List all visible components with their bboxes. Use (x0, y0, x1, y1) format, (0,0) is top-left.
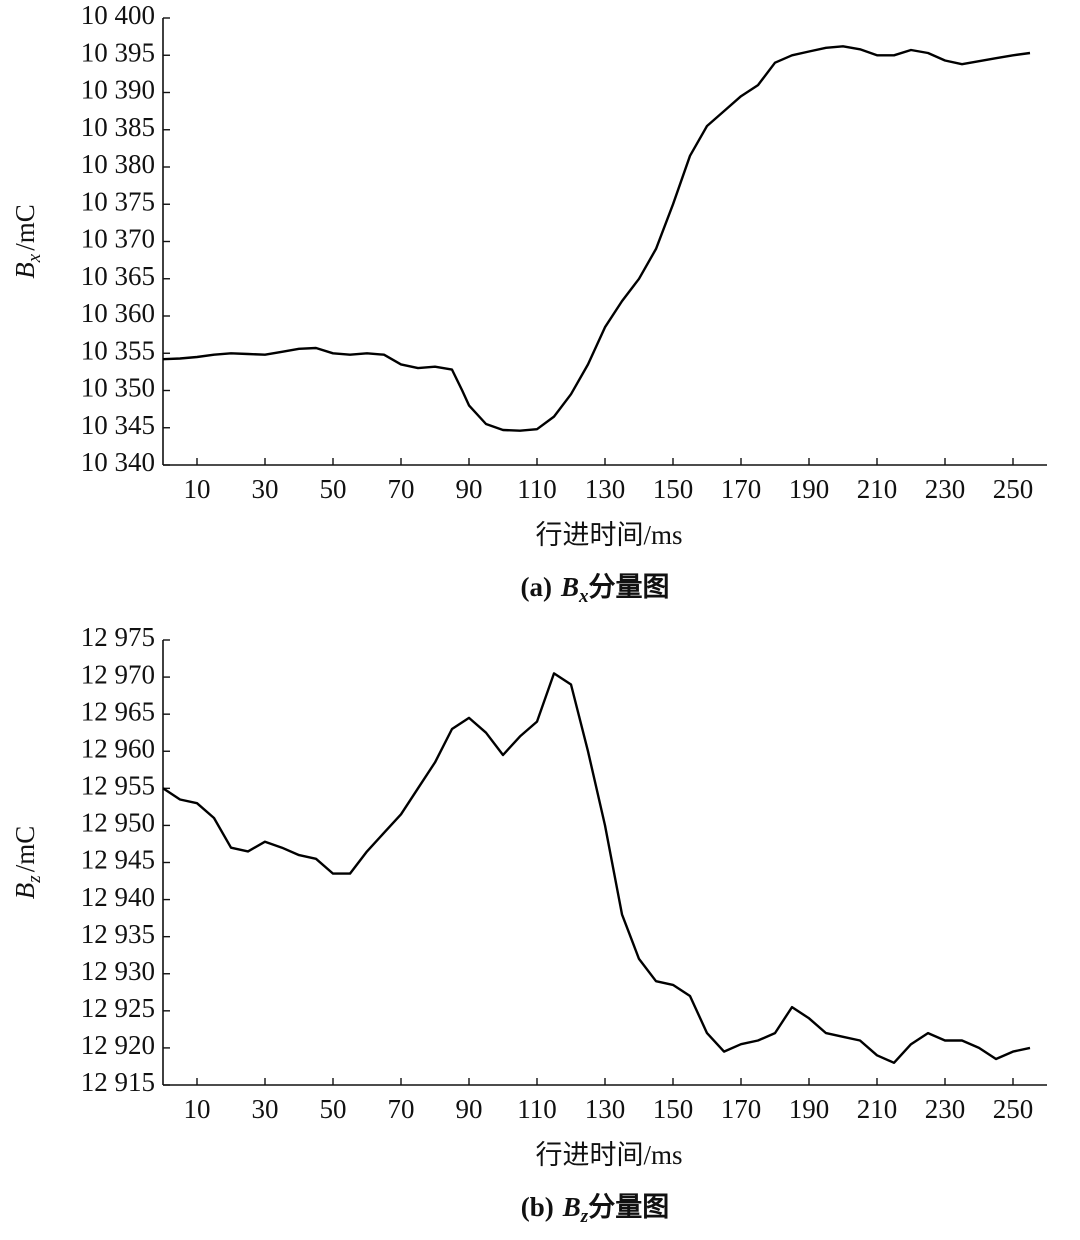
x-tick-label: 250 (993, 1094, 1034, 1124)
x-tick-label: 30 (252, 1094, 279, 1124)
y-tick-label: 12 915 (81, 1067, 155, 1097)
y-tick-label: 10 375 (81, 186, 155, 216)
y-tick-label: 10 365 (81, 261, 155, 291)
x-tick-label: 50 (320, 474, 347, 504)
x-tick-label: 90 (456, 1094, 483, 1124)
y-tick-label: 12 960 (81, 733, 155, 763)
y-label-symbol: B (10, 262, 40, 279)
y-tick-label: 10 385 (81, 112, 155, 142)
caption-text: 分量图 (589, 572, 670, 602)
y-tick-label: 10 395 (81, 37, 155, 67)
data-line (162, 45, 1031, 432)
y-tick-label: 12 940 (81, 882, 155, 912)
caption: (a) Bx分量图 (521, 572, 670, 607)
x-axis-label: 行进时间/ms (535, 1140, 682, 1170)
caption-tag: (b) (521, 1192, 554, 1222)
y-label-unit: /mC (10, 826, 40, 873)
y-tick-label: 10 355 (81, 335, 155, 365)
y-axis-label: Bz/mC (10, 826, 45, 899)
y-label-subscript: x (24, 253, 45, 263)
x-tick-label: 10 (184, 1094, 211, 1124)
x-tick-label: 150 (653, 1094, 694, 1124)
y-tick-label: 12 955 (81, 771, 155, 801)
y-tick-label: 12 945 (81, 845, 155, 875)
y-tick-label: 12 925 (81, 993, 155, 1023)
x-tick-label: 110 (517, 1094, 557, 1124)
y-tick-label: 10 350 (81, 373, 155, 403)
x-tick-label: 70 (388, 474, 415, 504)
y-tick-label: 10 340 (81, 447, 155, 477)
x-tick-label: 70 (388, 1094, 415, 1124)
chart-panel: 12 915 12 920 12 925 12 930 12 935 12 940 12 9… (10, 622, 1047, 1227)
y-tick-label: 12 930 (81, 956, 155, 986)
y-tick-label: 12 970 (81, 659, 155, 689)
x-tick-label: 210 (857, 1094, 898, 1124)
x-tick-label: 90 (456, 474, 483, 504)
y-tick-label: 12 975 (81, 622, 155, 652)
data-line (162, 672, 1031, 1064)
x-axis-label: 行进时间/ms (535, 520, 682, 550)
y-label-subscript: z (24, 875, 45, 884)
y-tick-label: 12 920 (81, 1030, 155, 1060)
caption-symbol: B (562, 1192, 581, 1222)
y-axis-label: Bx/mC (10, 204, 45, 278)
caption-text: 分量图 (588, 1192, 669, 1222)
x-tick-label: 10 (184, 474, 211, 504)
y-tick-label: 12 965 (81, 696, 155, 726)
caption-subscript: x (578, 586, 589, 607)
y-tick-label: 10 380 (81, 149, 155, 179)
y-tick-label: 10 370 (81, 224, 155, 254)
y-label-unit: /mC (10, 204, 40, 251)
x-tick-label: 130 (585, 474, 626, 504)
x-tick-label: 30 (252, 474, 279, 504)
x-tick-label: 230 (925, 1094, 966, 1124)
caption: (b) Bz分量图 (521, 1192, 669, 1227)
chart-panel: 10 340 10 345 10 350 10 355 10 360 10 365 10 3… (10, 0, 1047, 607)
y-tick-label: 10 360 (81, 298, 155, 328)
y-tick-label: 12 950 (81, 808, 155, 838)
y-label-symbol: B (10, 883, 40, 900)
x-tick-label: 210 (857, 474, 898, 504)
x-tick-label: 230 (925, 474, 966, 504)
x-tick-label: 130 (585, 1094, 626, 1124)
y-tick-label: 10 345 (81, 410, 155, 440)
x-tick-label: 170 (721, 474, 762, 504)
x-tick-label: 170 (721, 1094, 762, 1124)
x-tick-label: 190 (789, 474, 830, 504)
caption-tag: (a) (521, 572, 552, 602)
caption-subscript: z (580, 1206, 589, 1227)
y-tick-label: 12 935 (81, 919, 155, 949)
x-tick-label: 50 (320, 1094, 347, 1124)
x-tick-label: 250 (993, 474, 1034, 504)
caption-symbol: B (560, 572, 579, 602)
y-tick-label: 10 400 (81, 0, 155, 30)
x-tick-label: 190 (789, 1094, 830, 1124)
x-tick-label: 110 (517, 474, 557, 504)
y-tick-label: 10 390 (81, 75, 155, 105)
x-tick-label: 150 (653, 474, 694, 504)
